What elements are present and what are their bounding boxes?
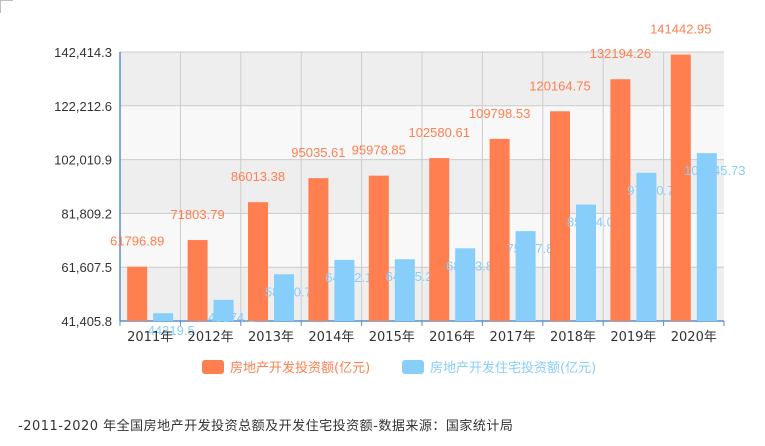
x-tick-label: 2019年 — [610, 330, 656, 345]
bar-4-residential — [394, 259, 415, 321]
legend-swatch-development — [202, 360, 224, 374]
data-label-development: 86013.38 — [231, 169, 285, 184]
y-tick-label: 142,414.3 — [54, 45, 112, 60]
x-tick-label: 2017年 — [490, 330, 536, 345]
data-label-residential: 44319.5 — [148, 323, 195, 338]
data-label-residential: 75147.88 — [506, 241, 560, 256]
bar-5-residential — [455, 248, 476, 321]
legend-label-development: 房地产开发投资额(亿元) — [230, 360, 370, 376]
data-label-residential: 85124.03 — [567, 215, 621, 230]
bar-1-development — [187, 240, 208, 321]
data-label-development: 61796.89 — [110, 234, 164, 249]
bar-8-residential — [636, 172, 657, 321]
chart-caption: -2011-2020 年全国房地产开发投资总额及开发住宅投资额-数据来源：国家统… — [18, 419, 514, 434]
x-tick-label: 2011年 — [127, 330, 173, 345]
legend-swatch-residential — [402, 360, 424, 374]
data-label-development: 95035.61 — [291, 145, 345, 160]
y-tick-label: 41,405.8 — [61, 314, 112, 329]
x-tick-label: 2012年 — [188, 330, 234, 345]
data-label-development: 71803.79 — [170, 207, 224, 222]
bar-3-development — [308, 178, 329, 321]
x-tick-label: 2016年 — [429, 330, 475, 345]
bar-0-residential — [153, 313, 174, 321]
x-tick-label: 2014年 — [308, 330, 354, 345]
y-tick-label: 102,010.9 — [54, 153, 112, 168]
data-label-development: 109798.53 — [469, 106, 530, 121]
bar-5-development — [429, 158, 450, 321]
data-label-development: 102580.61 — [408, 125, 469, 140]
data-label-development: 95978.85 — [352, 143, 406, 158]
x-tick-label: 2018年 — [550, 330, 596, 345]
x-tick-label: 2013年 — [248, 330, 294, 345]
bar-9-development — [670, 54, 691, 321]
bar-0-development — [127, 266, 148, 321]
data-label-residential: 104445.73 — [684, 163, 745, 178]
data-label-residential: 49374.2 — [208, 310, 255, 325]
bar-9-residential — [696, 153, 717, 321]
data-label-residential: 68703.87 — [446, 258, 500, 273]
data-label-residential: 64595.24 — [386, 269, 440, 284]
bar-3-residential — [334, 259, 355, 321]
investment-bar-chart: 41,405.8 61,607.5 81,809.2 102,010.9 122,212… — [54, 22, 745, 376]
data-label-residential: 97070.75 — [627, 183, 681, 198]
data-label-development: 132194.26 — [590, 46, 651, 61]
bar-2-residential — [274, 274, 294, 321]
bar-4-development — [368, 175, 389, 321]
x-tick-label: 2020年 — [671, 330, 717, 345]
data-label-development: 120164.75 — [529, 78, 590, 93]
data-label-residential: 58950.76 — [265, 284, 319, 299]
bar-1-residential — [213, 299, 234, 321]
bar-7-residential — [576, 204, 596, 321]
corner-mark — [0, 0, 13, 13]
y-tick-label: 81,809.2 — [61, 206, 112, 221]
bar-8-development — [610, 79, 631, 321]
bar-6-residential — [515, 231, 536, 321]
y-tick-label: 61,607.5 — [61, 260, 112, 275]
legend-label-residential: 房地产开发住宅投资额(亿元) — [430, 360, 596, 376]
data-label-residential: 64352.15 — [325, 270, 379, 285]
x-tick-label: 2015年 — [369, 330, 415, 345]
bar-7-development — [550, 111, 570, 321]
data-label-development: 141442.95 — [650, 22, 711, 37]
bar-6-development — [489, 138, 510, 321]
y-tick-label: 122,212.6 — [54, 99, 112, 114]
bar-2-development — [248, 202, 268, 321]
